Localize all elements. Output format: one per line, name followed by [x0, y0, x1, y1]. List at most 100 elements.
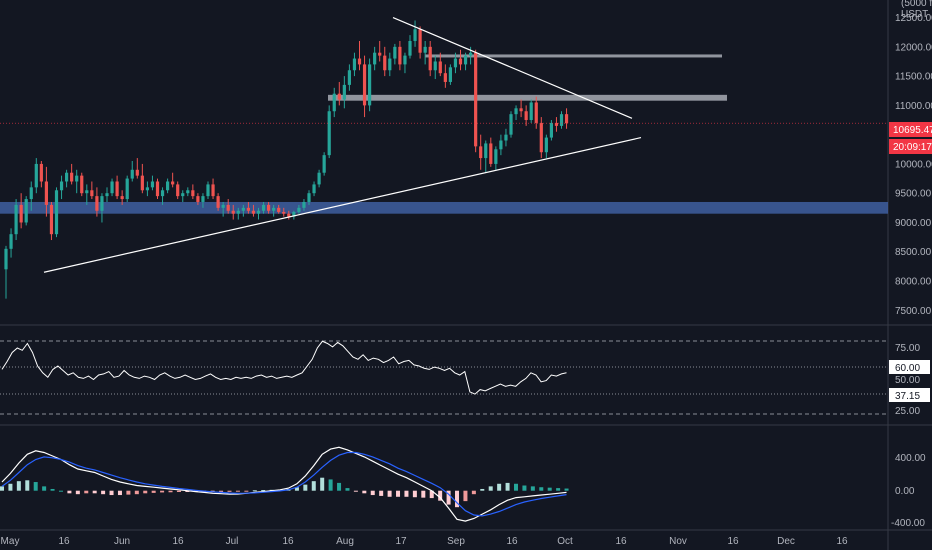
candle-body — [554, 122, 559, 126]
rsi-badge-lower — [889, 388, 930, 402]
rsi-tick-50: 50.00 — [895, 375, 920, 386]
support-band — [0, 201, 888, 214]
macd-histogram-bar — [387, 490, 392, 497]
candle-body — [251, 210, 256, 214]
macd-tick-400: 400.00 — [895, 453, 926, 464]
macd-histogram-bar — [404, 490, 409, 497]
macd-histogram-bar — [294, 487, 299, 491]
macd-histogram-bar — [446, 490, 451, 505]
candle-body — [277, 207, 281, 212]
candle-body — [150, 181, 155, 188]
candle-body — [140, 175, 144, 191]
macd-histogram-bar — [42, 486, 47, 491]
macd-histogram-bar — [455, 490, 460, 508]
candle-body — [236, 210, 240, 214]
candle-body — [564, 114, 569, 124]
candle-body — [176, 184, 180, 197]
macd-histogram-bar — [303, 484, 308, 491]
candle-body — [504, 134, 508, 141]
time-axis[interactable]: May 16 Jun 16 Jul 16 Aug 17 Sep 16 Oct 16 Nov 16 Dec 16 — [1, 536, 848, 547]
time-label: Oct — [557, 536, 573, 547]
candle-body — [469, 52, 473, 56]
price-tick: 8000.00 — [895, 277, 932, 288]
macd-histogram-bar — [117, 490, 122, 496]
candle-body — [383, 55, 387, 71]
time-label: Nov — [669, 536, 687, 547]
candle-body — [171, 181, 175, 185]
candle-body — [499, 140, 503, 150]
macd-histogram-bar — [25, 480, 30, 491]
price-axis-unit: USDT — [901, 9, 928, 20]
macd-histogram-bar — [488, 486, 493, 491]
candle-body — [458, 58, 463, 65]
macd-histogram-bar — [134, 490, 139, 495]
candle-body — [75, 175, 79, 182]
candle-body — [433, 61, 437, 71]
candle-body — [539, 122, 543, 153]
macd-histogram-bar — [505, 482, 510, 491]
macd-tick-neg400: -400.00 — [891, 518, 925, 529]
candle-body — [9, 234, 13, 249]
candle-body — [438, 61, 442, 74]
trendlines[interactable] — [43, 17, 642, 273]
candle-body — [100, 196, 104, 211]
candle-body — [423, 46, 427, 53]
price-axis[interactable]: (5000 ft) USDT 12500.00 12000.00 11500.00 1… — [889, 0, 932, 317]
candle-body — [211, 184, 215, 197]
candle-body — [463, 55, 468, 65]
macd-histogram-bar — [396, 490, 401, 497]
candle-body — [135, 169, 139, 176]
time-label: Sep — [447, 536, 465, 547]
candle-body — [90, 190, 94, 197]
macd-axis[interactable]: 400.00 0.00 -400.00 — [891, 453, 926, 529]
time-label: 16 — [58, 536, 70, 547]
candle-body — [49, 204, 54, 235]
candle-body — [160, 190, 165, 197]
macd-histogram-bar — [261, 490, 266, 492]
price-tick: 9000.00 — [895, 218, 932, 229]
time-label: 16 — [282, 536, 294, 547]
macd-histogram-bar — [16, 481, 21, 491]
macd-histogram-bar — [50, 488, 55, 491]
candle-body — [509, 114, 513, 135]
macd-histogram-bar — [421, 490, 426, 498]
macd-histogram-bar — [337, 482, 342, 491]
macd-histogram-bar — [151, 490, 156, 493]
rsi-line — [1, 340, 567, 395]
candle-body — [327, 111, 331, 156]
candle-body — [534, 102, 538, 123]
macd-histogram-bar — [539, 487, 544, 491]
macd-histogram-bar — [219, 490, 224, 493]
candle-body — [529, 102, 533, 121]
support-resistance-zones — [0, 54, 888, 214]
candle-body — [155, 181, 160, 197]
rsi-axis[interactable]: 75.00 60.00 50.00 37.15 25.00 — [889, 343, 930, 417]
resistance-band-1 — [328, 94, 727, 101]
candlestick-series — [4, 20, 569, 299]
candle-body — [65, 172, 69, 182]
macd-histogram-bar — [547, 487, 552, 491]
rsi-badge-upper — [889, 360, 930, 374]
descending-trendline[interactable] — [392, 17, 633, 119]
macd-histogram-bar — [530, 486, 535, 491]
candle-body — [302, 201, 306, 208]
candle-body — [216, 196, 220, 208]
price-tick: 12500.00 — [895, 13, 932, 24]
ascending-trendline[interactable] — [43, 136, 642, 273]
macd-histogram-bar — [412, 490, 417, 498]
macd-histogram-bar — [345, 488, 350, 491]
macd-histogram-bar — [92, 490, 97, 494]
candle-body — [256, 210, 261, 214]
rsi-badge-lower-label: 37.15 — [895, 391, 920, 402]
macd-histogram-bar — [513, 483, 518, 491]
macd-histogram-bar — [33, 482, 38, 491]
macd-histogram-bar — [252, 490, 257, 492]
candle-body — [408, 40, 412, 56]
candle-body — [70, 172, 74, 182]
macd-pane — [0, 446, 569, 522]
candle-body — [206, 184, 210, 197]
last-price-badge — [889, 122, 932, 137]
candle-body — [352, 58, 357, 71]
candle-body — [549, 122, 553, 138]
